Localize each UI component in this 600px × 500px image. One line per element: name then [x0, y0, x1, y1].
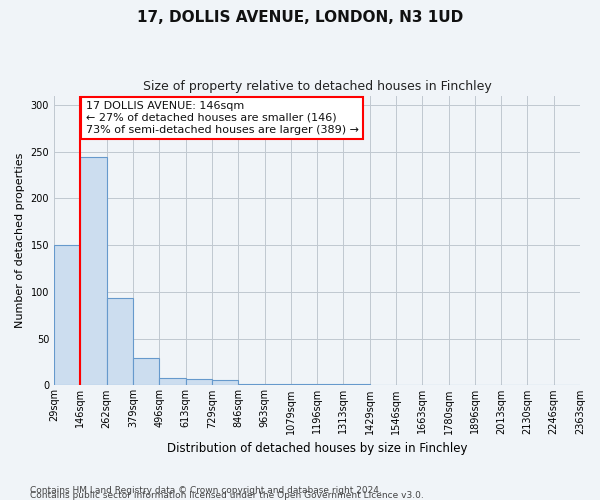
Text: 17, DOLLIS AVENUE, LONDON, N3 1UD: 17, DOLLIS AVENUE, LONDON, N3 1UD — [137, 10, 463, 25]
Bar — [265, 384, 290, 386]
Bar — [290, 384, 317, 386]
Bar — [185, 379, 212, 386]
Bar — [107, 298, 133, 386]
Bar — [80, 158, 107, 386]
Text: Contains public sector information licensed under the Open Government Licence v3: Contains public sector information licen… — [30, 490, 424, 500]
Bar — [238, 384, 265, 386]
Bar — [133, 358, 159, 386]
Title: Size of property relative to detached houses in Finchley: Size of property relative to detached ho… — [143, 80, 491, 93]
Bar — [317, 384, 343, 386]
Text: Contains HM Land Registry data © Crown copyright and database right 2024.: Contains HM Land Registry data © Crown c… — [30, 486, 382, 495]
Bar — [212, 380, 238, 386]
Bar — [343, 384, 370, 386]
Bar — [54, 245, 80, 386]
Bar — [159, 378, 185, 386]
X-axis label: Distribution of detached houses by size in Finchley: Distribution of detached houses by size … — [167, 442, 467, 455]
Text: 17 DOLLIS AVENUE: 146sqm
← 27% of detached houses are smaller (146)
73% of semi-: 17 DOLLIS AVENUE: 146sqm ← 27% of detach… — [86, 102, 359, 134]
Y-axis label: Number of detached properties: Number of detached properties — [15, 153, 25, 328]
